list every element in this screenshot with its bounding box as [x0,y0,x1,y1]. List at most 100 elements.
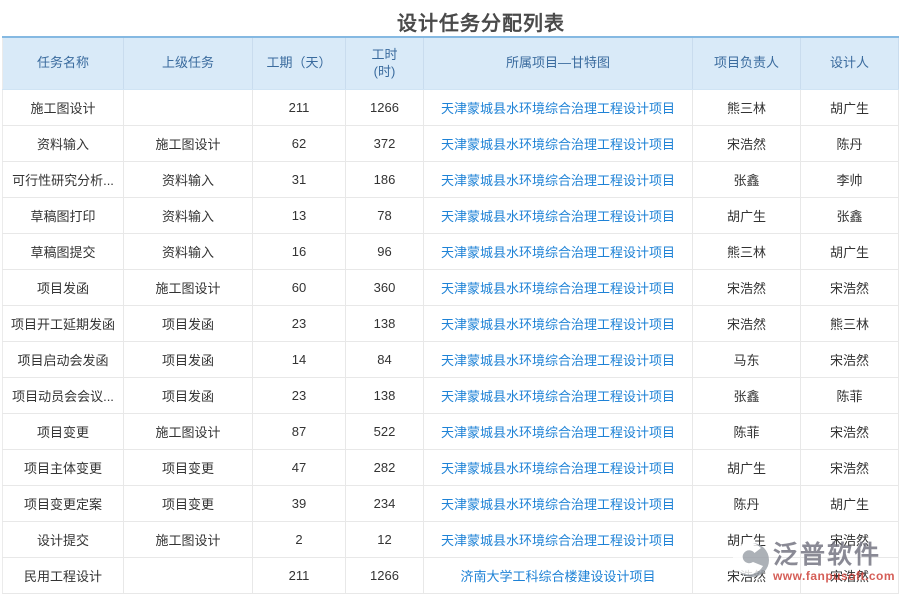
cell-designer: 熊三林 [800,305,899,342]
cell-manager: 宋浩然 [692,125,801,162]
cell-duration: 211 [252,89,346,126]
cell-parent: 项目变更 [123,485,253,522]
column-header-task: 任务名称 [2,37,124,90]
cell-task: 可行性研究分析... [2,161,124,198]
cell-parent: 施工图设计 [123,521,253,558]
table-row: 设计提交 施工图设计 2 12 天津蒙城县水环境综合治理工程设计项目 胡广生 宋浩然 [2,521,899,558]
project-gantt-link[interactable]: 天津蒙城县水环境综合治理工程设计项目 [440,244,675,260]
cell-manager: 胡广生 [692,197,801,234]
project-gantt-link[interactable]: 天津蒙城县水环境综合治理工程设计项目 [440,136,675,152]
cell-hours: 96 [345,233,424,270]
project-gantt-link[interactable]: 天津蒙城县水环境综合治理工程设计项目 [440,460,675,476]
cell-designer: 胡广生 [800,233,899,270]
table-row: 资料输入 施工图设计 62 372 天津蒙城县水环境综合治理工程设计项目 宋浩然 陈丹 [2,125,899,162]
cell-hours: 360 [345,269,424,306]
cell-manager: 陈菲 [692,413,801,450]
project-gantt-link[interactable]: 天津蒙城县水环境综合治理工程设计项目 [440,100,675,116]
project-gantt-link[interactable]: 天津蒙城县水环境综合治理工程设计项目 [440,496,675,512]
cell-parent: 施工图设计 [123,125,253,162]
cell-manager: 陈丹 [692,485,801,522]
project-gantt-link[interactable]: 天津蒙城县水环境综合治理工程设计项目 [440,172,675,188]
cell-project: 济南大学工科综合楼建设设计项目 [423,557,693,594]
cell-parent: 项目发函 [123,305,253,342]
table-row: 项目开工延期发函 项目发函 23 138 天津蒙城县水环境综合治理工程设计项目 宋浩然 熊三… [2,305,899,342]
table-row: 项目动员会会议... 项目发函 23 138 天津蒙城县水环境综合治理工程设计项目 张鑫陈… [2,377,899,414]
project-gantt-link[interactable]: 天津蒙城县水环境综合治理工程设计项目 [440,280,675,296]
cell-task: 项目开工延期发函 [2,305,124,342]
cell-project: 天津蒙城县水环境综合治理工程设计项目 [423,197,693,234]
cell-parent [123,557,253,594]
cell-parent: 项目发函 [123,341,253,378]
cell-designer: 陈菲 [800,377,899,414]
table-row: 草稿图提交 资料输入 16 96 天津蒙城县水环境综合治理工程设计项目 熊三林 胡广生 [2,233,899,270]
cell-task: 项目变更 [2,413,124,450]
table-row: 草稿图打印 资料输入 13 78 天津蒙城县水环境综合治理工程设计项目 胡广生 张鑫 [2,197,899,234]
cell-task: 项目变更定案 [2,485,124,522]
design-task-table: 任务名称 上级任务 工期（天） 工时 (时) 所属项目—甘特图 项目负责人 设计人 施工图设… [2,36,899,594]
cell-task: 项目发函 [2,269,124,306]
header-row: 任务名称 上级任务 工期（天） 工时 (时) 所属项目—甘特图 项目负责人 设计人 [2,37,899,90]
cell-project: 天津蒙城县水环境综合治理工程设计项目 [423,521,693,558]
cell-project: 天津蒙城县水环境综合治理工程设计项目 [423,413,693,450]
cell-parent: 资料输入 [123,197,253,234]
cell-duration: 211 [252,557,346,594]
cell-designer: 宋浩然 [800,341,899,378]
cell-hours: 138 [345,377,424,414]
cell-manager: 马东 [692,341,801,378]
column-header-parent: 上级任务 [123,37,253,90]
cell-duration: 13 [252,197,346,234]
cell-duration: 23 [252,377,346,414]
cell-designer: 宋浩然 [800,413,899,450]
cell-designer: 李帅 [800,161,899,198]
cell-hours: 234 [345,485,424,522]
table-body: 施工图设计 211 1266 天津蒙城县水环境综合治理工程设计项目 熊三林 胡广生 资料输入… [2,89,899,594]
cell-parent: 资料输入 [123,233,253,270]
project-gantt-link[interactable]: 天津蒙城县水环境综合治理工程设计项目 [440,316,675,332]
cell-duration: 47 [252,449,346,486]
cell-parent: 项目发函 [123,377,253,414]
cell-parent: 资料输入 [123,161,253,198]
cell-task: 项目动员会会议... [2,377,124,414]
cell-manager: 宋浩然 [692,557,801,594]
table-row: 可行性研究分析... 资料输入 31 186 天津蒙城县水环境综合治理工程设计项目 张鑫李… [2,161,899,198]
cell-parent: 施工图设计 [123,413,253,450]
project-gantt-link[interactable]: 济南大学工科综合楼建设设计项目 [460,568,656,584]
project-gantt-link[interactable]: 天津蒙城县水环境综合治理工程设计项目 [440,352,675,368]
cell-manager: 胡广生 [692,449,801,486]
cell-manager: 胡广生 [692,521,801,558]
cell-project: 天津蒙城县水环境综合治理工程设计项目 [423,269,693,306]
cell-manager: 宋浩然 [692,269,801,306]
cell-hours: 1266 [345,89,424,126]
cell-manager: 熊三林 [692,233,801,270]
cell-project: 天津蒙城县水环境综合治理工程设计项目 [423,125,693,162]
cell-designer: 宋浩然 [800,449,899,486]
cell-hours: 186 [345,161,424,198]
column-header-project: 所属项目—甘特图 [423,37,693,90]
cell-project: 天津蒙城县水环境综合治理工程设计项目 [423,233,693,270]
column-header-manager: 项目负责人 [692,37,801,90]
column-header-hours: 工时 (时) [345,37,424,90]
cell-task: 草稿图提交 [2,233,124,270]
table-row: 项目主体变更 项目变更 47 282 天津蒙城县水环境综合治理工程设计项目 胡广生 宋浩然 [2,449,899,486]
cell-duration: 14 [252,341,346,378]
cell-designer: 宋浩然 [800,557,899,594]
cell-parent: 项目变更 [123,449,253,486]
cell-duration: 23 [252,305,346,342]
cell-manager: 熊三林 [692,89,801,126]
table-row: 项目变更 施工图设计 87 522 天津蒙城县水环境综合治理工程设计项目 陈菲 宋浩然 [2,413,899,450]
cell-hours: 1266 [345,557,424,594]
cell-task: 项目主体变更 [2,449,124,486]
cell-designer: 胡广生 [800,89,899,126]
project-gantt-link[interactable]: 天津蒙城县水环境综合治理工程设计项目 [440,208,675,224]
project-gantt-link[interactable]: 天津蒙城县水环境综合治理工程设计项目 [440,532,675,548]
cell-project: 天津蒙城县水环境综合治理工程设计项目 [423,377,693,414]
cell-manager: 宋浩然 [692,305,801,342]
cell-duration: 31 [252,161,346,198]
project-gantt-link[interactable]: 天津蒙城县水环境综合治理工程设计项目 [440,424,675,440]
cell-designer: 宋浩然 [800,269,899,306]
cell-duration: 87 [252,413,346,450]
cell-task: 民用工程设计 [2,557,124,594]
cell-parent [123,89,253,126]
project-gantt-link[interactable]: 天津蒙城县水环境综合治理工程设计项目 [440,388,675,404]
